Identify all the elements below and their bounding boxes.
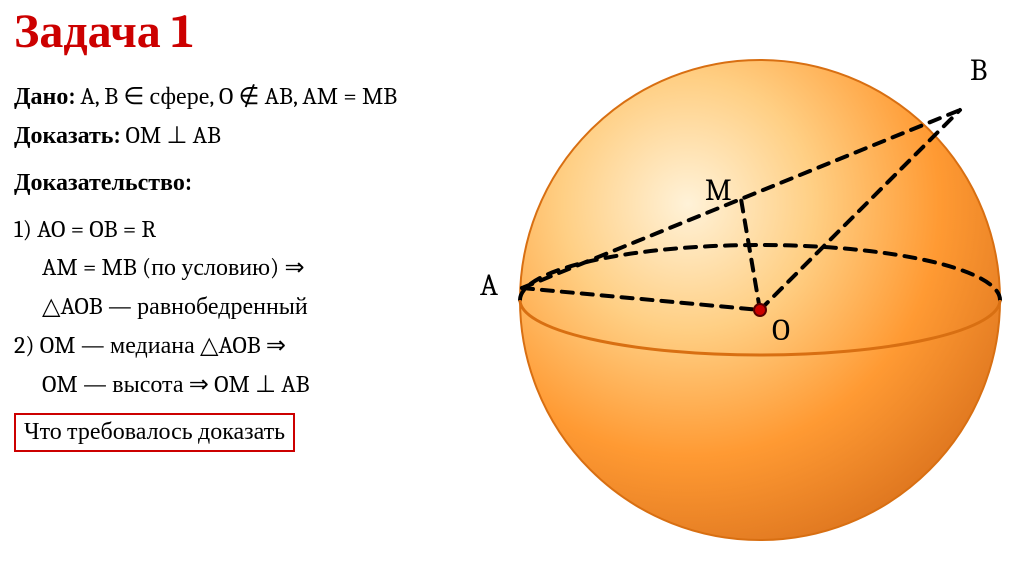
step-2b: OM — высота ⇒ OM ⊥ AB bbox=[14, 370, 484, 399]
label-o: O bbox=[772, 313, 790, 348]
prove-body: OM ⊥ AB bbox=[120, 121, 221, 149]
label-m: M bbox=[705, 173, 732, 208]
prove-label: Доказать: bbox=[14, 121, 120, 149]
label-b: B bbox=[970, 53, 987, 88]
label-a: A bbox=[480, 268, 498, 303]
step-2a: 2) OM — медиана △AOB ⇒ bbox=[14, 331, 484, 360]
step-1a: 1) AO = OB = R bbox=[14, 215, 484, 243]
given-body: A, B ∈ сфере, O ∉ AB, AM = MB bbox=[75, 82, 397, 110]
qed-text: Что требовалось доказать bbox=[24, 417, 285, 445]
page-root: Задача 1 Дано: A, B ∈ сфере, O ∉ AB, AM … bbox=[0, 0, 1024, 574]
problem-title: Задача 1 bbox=[14, 4, 193, 59]
prove-line: Доказать: OM ⊥ AB bbox=[14, 121, 484, 150]
sphere-svg: A B M O bbox=[470, 30, 1004, 564]
sphere-figure: A B M O bbox=[470, 30, 1004, 564]
text-column: Дано: A, B ∈ сфере, O ∉ AB, AM = MB Дока… bbox=[14, 82, 484, 452]
given-line: Дано: A, B ∈ сфере, O ∉ AB, AM = MB bbox=[14, 82, 484, 111]
center-point bbox=[754, 304, 766, 316]
step-1b: AM = MB (по условию) ⇒ bbox=[14, 253, 484, 282]
proof-heading: Доказательство: bbox=[14, 168, 484, 197]
step-1c: △AOB — равнобедренный bbox=[14, 292, 484, 321]
given-label: Дано: bbox=[14, 82, 75, 110]
qed-box: Что требовалось доказать bbox=[14, 413, 295, 452]
